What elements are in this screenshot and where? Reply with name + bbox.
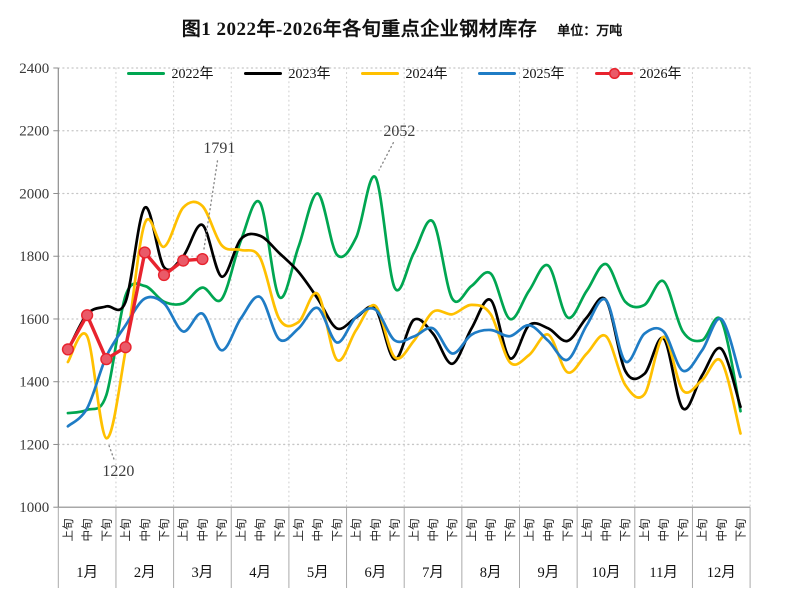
- period-label: 下旬: [389, 519, 402, 542]
- y-axis-label: 1800: [19, 249, 49, 265]
- data-point-marker: [177, 254, 190, 267]
- legend-item-2025年: 2025年: [477, 63, 565, 83]
- annotation-leader-2052: [378, 141, 395, 171]
- period-label: 上旬: [638, 519, 651, 542]
- data-point-marker: [138, 246, 151, 259]
- month-label: 1月: [76, 565, 98, 581]
- legend-label: 2023年: [288, 67, 331, 82]
- annotation-label-2052: 2052: [383, 123, 415, 140]
- period-label: 上旬: [293, 519, 306, 542]
- series-line-2022年: [66, 175, 742, 415]
- annotation-label-1220: 1220: [102, 463, 134, 480]
- legend-swatch: [126, 71, 165, 75]
- y-axis-label: 1600: [19, 312, 49, 328]
- month-label: 11月: [649, 565, 677, 581]
- period-label: 下旬: [158, 519, 171, 542]
- legend-label: 2025年: [522, 67, 565, 82]
- period-label: 上旬: [350, 519, 363, 542]
- legend-marker-dot: [608, 67, 620, 79]
- period-label: 中旬: [312, 519, 325, 542]
- period-label: 中旬: [427, 519, 440, 542]
- period-label: 上旬: [62, 519, 75, 542]
- annotation-leader-1220: [108, 445, 115, 460]
- period-label: 中旬: [254, 519, 267, 542]
- period-label: 下旬: [677, 519, 690, 542]
- data-point-marker: [100, 353, 113, 366]
- period-label: 上旬: [523, 519, 536, 542]
- y-axis-label: 2200: [19, 124, 49, 140]
- period-label: 中旬: [369, 519, 382, 542]
- data-point-marker: [157, 268, 171, 282]
- period-label: 上旬: [408, 519, 421, 542]
- period-label: 下旬: [331, 519, 344, 542]
- month-label: 8月: [480, 565, 502, 581]
- period-label: 上旬: [235, 519, 248, 542]
- period-label: 下旬: [619, 519, 632, 542]
- legend-label: 2024年: [405, 67, 448, 82]
- period-label: 下旬: [216, 519, 229, 542]
- y-axis-label: 1200: [19, 437, 49, 453]
- annotation-leader-1791: [202, 160, 219, 252]
- period-label: 下旬: [504, 519, 517, 542]
- period-label: 上旬: [177, 519, 190, 542]
- y-axis-label: 1400: [19, 375, 49, 391]
- month-label: 5月: [307, 565, 329, 581]
- period-label: 中旬: [658, 519, 671, 542]
- period-label: 中旬: [81, 519, 94, 542]
- y-axis-label: 1000: [19, 500, 49, 516]
- period-label: 上旬: [465, 519, 478, 542]
- data-point-marker: [119, 341, 132, 354]
- legend-swatch: [477, 71, 516, 75]
- legend-swatch: [594, 67, 633, 79]
- period-label: 中旬: [139, 519, 152, 542]
- legend-label: 2026年: [639, 67, 682, 82]
- month-label: 7月: [422, 565, 444, 581]
- month-label: 3月: [192, 565, 214, 581]
- legend-item-2024年: 2024年: [360, 63, 448, 83]
- series-line-2024年: [66, 200, 742, 440]
- period-label: 下旬: [100, 519, 113, 542]
- series-line-2025年: [66, 295, 742, 428]
- period-label: 上旬: [696, 519, 709, 542]
- month-label: 4月: [249, 565, 271, 581]
- period-label: 下旬: [446, 519, 459, 542]
- month-label: 6月: [365, 565, 387, 581]
- period-label: 上旬: [581, 519, 594, 542]
- month-label: 2月: [134, 565, 156, 581]
- period-label: 中旬: [715, 519, 728, 542]
- data-point-marker: [61, 343, 75, 356]
- chart-title: 图1 2022年-2026年各旬重点企业钢材库存: [181, 19, 538, 40]
- period-label: 中旬: [542, 519, 555, 542]
- month-label: 12月: [707, 565, 736, 581]
- legend-item-2022年: 2022年: [126, 63, 214, 83]
- period-label: 下旬: [734, 519, 747, 542]
- data-point-marker: [81, 309, 94, 322]
- legend-swatch: [360, 71, 399, 75]
- y-axis-label: 2000: [19, 186, 49, 202]
- period-label: 上旬: [120, 519, 133, 542]
- legend-label: 2022年: [171, 67, 214, 82]
- chart-legend: 2022年 2023年 2024年 2025年 2026年: [58, 62, 750, 84]
- data-point-marker: [196, 252, 209, 266]
- y-axis-label: 2400: [19, 61, 49, 77]
- unit-label: 单位：万吨: [557, 23, 623, 38]
- legend-item-2026年: 2026年: [594, 63, 682, 83]
- period-label: 中旬: [196, 519, 209, 542]
- legend-item-2023年: 2023年: [243, 63, 331, 83]
- month-label: 10月: [591, 565, 620, 581]
- period-label: 中旬: [485, 519, 498, 542]
- title-row: 图1 2022年-2026年各旬重点企业钢材库存 单位：万吨: [0, 14, 804, 41]
- month-label: 9月: [537, 565, 559, 581]
- period-label: 下旬: [562, 519, 575, 542]
- legend-swatch: [243, 71, 282, 75]
- annotation-label-1791: 1791: [203, 140, 235, 157]
- period-label: 中旬: [600, 519, 613, 542]
- period-label: 下旬: [273, 519, 286, 542]
